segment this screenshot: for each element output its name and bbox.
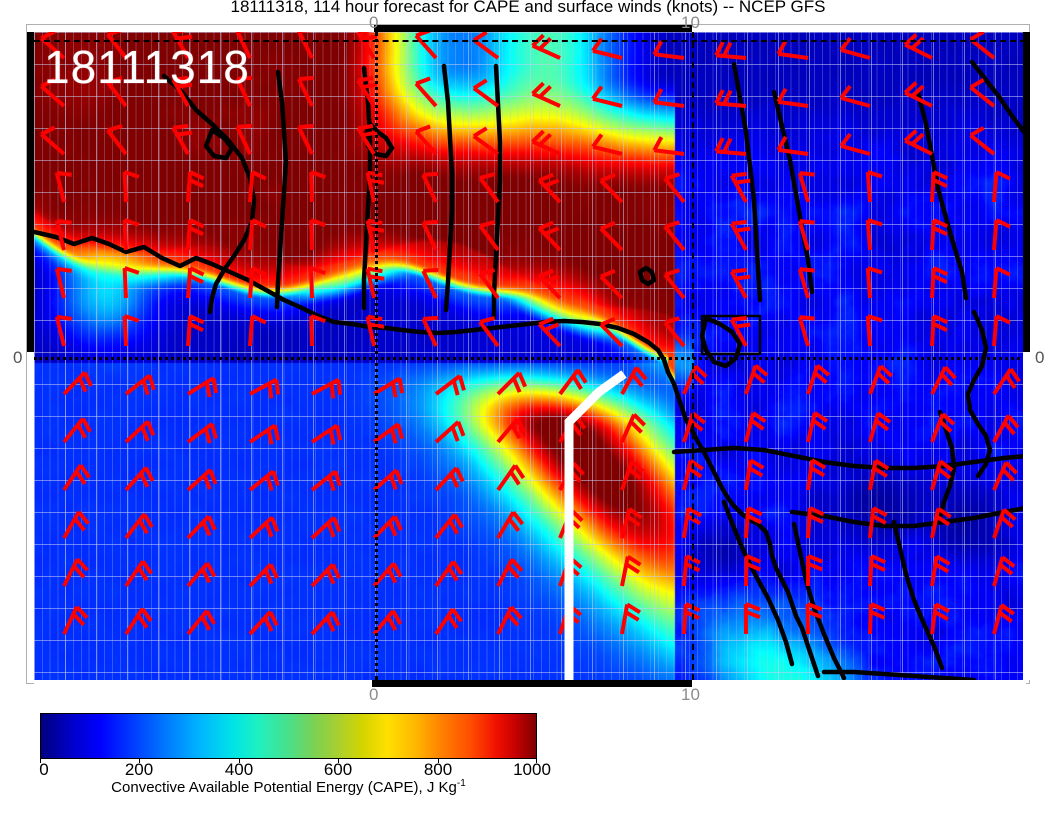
left-tick-label-0: 0 (13, 348, 23, 367)
colorbar-gradient (40, 713, 537, 759)
colorbar-tick-400 (239, 759, 240, 763)
top-tick-label-10: 10 (681, 13, 700, 32)
right-axis-bar-north (1023, 32, 1030, 352)
colorbar-tick-600 (338, 759, 339, 763)
colorbar-label-1000: 1000 (513, 760, 551, 779)
colorbar-title-text: Convective Available Potential Energy (C… (111, 779, 457, 796)
colorbar-label-800: 800 (423, 760, 453, 779)
page-title: 18111318, 114 hour forecast for CAPE and… (230, 0, 826, 16)
lat-gridline-north (34, 40, 1026, 42)
colorbar-label-400: 400 (224, 760, 254, 779)
colorbar-label-200: 200 (124, 760, 154, 779)
colorbar-label-600: 600 (323, 760, 353, 779)
lon-gridline-10e (692, 32, 694, 680)
right-axis-bar-south (1023, 352, 1030, 680)
colorbar-title-exponent: -1 (456, 778, 466, 789)
map-plot-area[interactable]: 18111318 (34, 32, 1026, 680)
left-axis-bar-north (27, 32, 34, 352)
bottom-axis-bar-east (692, 680, 1026, 687)
top-axis-bar-east (692, 25, 1026, 32)
left-axis-bar-south (27, 352, 34, 680)
colorbar-tick-0 (40, 759, 41, 763)
colorbar-tick-1000 (536, 759, 537, 763)
colorbar-tick-800 (438, 759, 439, 763)
right-tick-label-0: 0 (1035, 348, 1045, 367)
colorbar-label-0: 0 (39, 760, 49, 779)
bottom-tick-label-0: 0 (369, 685, 379, 704)
bottom-axis-bar-west (34, 680, 372, 687)
top-axis-bar-center (374, 25, 692, 32)
colorbar-title: Convective Available Potential Energy (C… (40, 778, 537, 796)
top-axis-bar-west (34, 25, 374, 32)
prime-meridian-line (375, 32, 378, 680)
cape-heatmap (34, 32, 1026, 680)
top-tick-label-0: 0 (369, 13, 379, 32)
forecast-timestamp-stamp: 18111318 (44, 41, 250, 93)
bottom-tick-label-10: 10 (681, 685, 700, 704)
colorbar[interactable] (40, 713, 537, 763)
bottom-axis-bar-center (372, 680, 692, 687)
colorbar-tick-200 (139, 759, 140, 763)
equator-line (34, 357, 1026, 360)
